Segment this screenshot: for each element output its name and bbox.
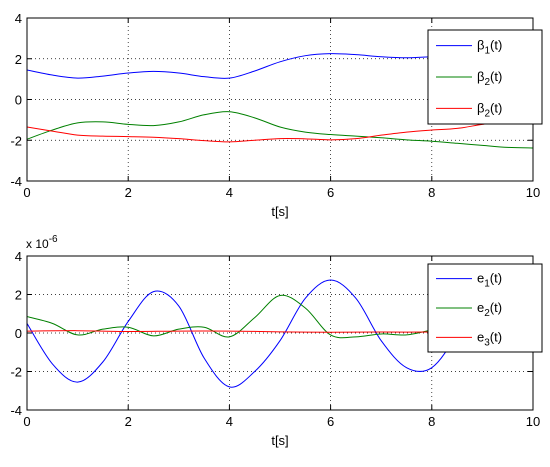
y-tick-label: -4	[10, 174, 22, 189]
x-tick-label: 6	[327, 414, 334, 429]
y-tick-label: 0	[15, 93, 22, 108]
x-tick-label: 8	[428, 185, 435, 200]
y-tick-label: 2	[15, 52, 22, 67]
x-tick-label: 4	[226, 185, 233, 200]
y-tick-label: 0	[15, 326, 22, 341]
y-tick-label: -4	[10, 403, 22, 418]
x-axis-label: t[s]	[271, 204, 288, 219]
x-tick-label: 10	[526, 414, 540, 429]
y-tick-label: 4	[15, 249, 22, 264]
scale-label: x 10-6	[26, 234, 58, 251]
y-tick-label: 2	[15, 288, 22, 303]
x-tick-label: 10	[526, 185, 540, 200]
legend-label-3: β2(t)	[477, 100, 502, 119]
series-line-2	[27, 111, 533, 149]
chart-1: 0 2 4 6 8 10 -4 -2 0 2 4 t[s] β1(t) β2(t) β2(t)	[10, 11, 543, 219]
legend: β1(t) β2(t) β2(t)	[427, 29, 543, 125]
x-tick-label: 2	[125, 414, 132, 429]
legend-label-1: e1(t)	[477, 271, 502, 290]
x-axis-label: t[s]	[271, 433, 288, 448]
y-tick-label: 4	[15, 11, 22, 26]
chart-2: 0 2 4 6 8 10 -4 -2 0 2 4 t[s] x 10-6 e1(t) e2(t) e3(t)	[10, 234, 543, 448]
x-tick-label: 6	[327, 185, 334, 200]
x-tick-label: 0	[23, 185, 30, 200]
x-tick-label: 2	[125, 185, 132, 200]
legend-label-2: β2(t)	[477, 69, 502, 88]
series-line-3	[27, 119, 533, 143]
legend-label-3: e3(t)	[477, 329, 502, 348]
legend-label-2: e2(t)	[477, 300, 502, 319]
legend-label-1: β1(t)	[477, 38, 502, 57]
y-tick-label: -2	[10, 133, 22, 148]
x-tick-label: 4	[226, 414, 233, 429]
x-tick-label: 8	[428, 414, 435, 429]
legend: e1(t) e2(t) e3(t)	[427, 263, 543, 353]
x-tick-label: 0	[23, 414, 30, 429]
y-tick-label: -2	[10, 365, 22, 380]
